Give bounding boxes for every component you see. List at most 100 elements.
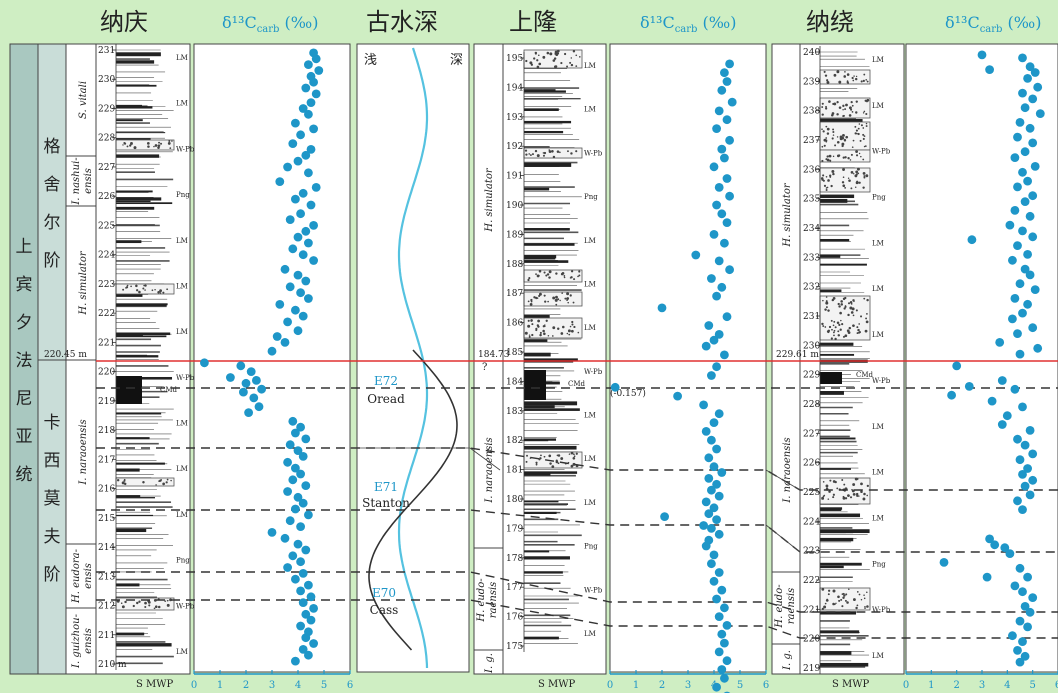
lithology-label: LM (872, 423, 884, 431)
series-char: 法 (16, 351, 33, 371)
event-e70-name: Cass (370, 603, 399, 617)
d13c-point (709, 462, 719, 472)
d13c-point (280, 338, 290, 347)
series-char: 统 (16, 465, 33, 485)
d13c-point (1025, 270, 1035, 280)
d13c-point (714, 647, 724, 657)
d13c-point (1028, 449, 1038, 459)
d13c-headers: δ¹³Ccarb (‰) δ¹³Ccarb (‰) δ¹³Ccarb (‰) (222, 13, 1042, 35)
depth-tick-label: 211 (98, 631, 115, 641)
event-e71-code: E71 (374, 480, 398, 494)
d13c-point (283, 457, 292, 467)
d13c-point (1023, 464, 1032, 473)
depth-tick-label: 215 (98, 514, 115, 524)
d13c-point (1013, 329, 1022, 338)
d13c-point (1015, 657, 1025, 667)
x-tick-label: 5 (321, 680, 327, 691)
lithology-label: LM (176, 237, 188, 245)
d13c-point (709, 576, 719, 586)
d13c-point (704, 474, 714, 483)
d13c-point (1013, 241, 1022, 251)
corr-line-1 (96, 447, 1058, 491)
stage-upper-char: 格 (44, 137, 61, 157)
depth-tick-label: 219 (803, 664, 820, 674)
d13c-point (280, 533, 290, 543)
d13c-point (699, 521, 708, 530)
d13c-point (296, 209, 305, 219)
d13c-point (1020, 651, 1030, 661)
d13c-point (306, 200, 316, 210)
stage-upper-char: 尔 (44, 213, 61, 233)
d13c-point (1015, 563, 1025, 573)
d13c-point (1013, 132, 1022, 142)
d13c-point (304, 109, 313, 119)
d13c-point (301, 150, 311, 160)
naqing-x-axis: 0 1 2 3 4 5 6 (191, 670, 353, 691)
d13c-point (709, 335, 719, 345)
x-tick-label: 3 (979, 680, 985, 691)
lithology-label: LM (176, 511, 188, 519)
x-tick-label: 6 (347, 680, 353, 691)
d13c-point (288, 551, 298, 561)
d13c-point (1010, 153, 1020, 163)
d13c-point (272, 332, 282, 341)
d13c-point (701, 341, 711, 351)
d13c-point (720, 153, 729, 163)
d13c-point (1015, 279, 1025, 289)
shanglong-boundary-q: ? (482, 362, 487, 373)
depth-tick-label: 185 (506, 348, 523, 358)
d13c-point (1015, 118, 1025, 127)
shanglong-footer: S MWP (538, 679, 576, 690)
depth-tick-label: 222 (803, 576, 820, 586)
d13c-point (1028, 138, 1038, 148)
naorao-zones: H. simulator I. naraoensis H. eudo- raen… (772, 44, 801, 674)
naorao-d13c-points (939, 50, 1045, 667)
x-tick-label: 6 (1055, 680, 1058, 691)
lithology-label: Png (872, 194, 886, 202)
depth-tick-label: 187 (506, 289, 523, 299)
depth-tick-label: 235 (803, 195, 820, 205)
zone-i-naraoensis: I. naraoensis (78, 419, 89, 485)
lithology-label: LM (176, 282, 188, 290)
d13c-point (304, 510, 313, 520)
d13c-point (699, 400, 708, 410)
d13c-point (691, 250, 701, 260)
d13c-point (298, 569, 308, 578)
x-tick-label: 1 (217, 680, 223, 691)
d13c-point (301, 545, 311, 555)
d13c-point (304, 650, 313, 660)
shanglong-depth-ticks: 195 194 193 192 191 190 189 188 187 186 185 184 183 1… (506, 52, 525, 652)
d13c-point (725, 135, 734, 145)
zone-h-simulator: H. simulator (78, 250, 89, 316)
d13c-point (709, 550, 719, 560)
d13c-point (293, 156, 303, 166)
depth-tick-label: 192 (506, 142, 523, 152)
header-naqing: 纳庆 (100, 8, 148, 36)
d13c-point (293, 232, 303, 242)
x-tick-label: 1 (633, 680, 639, 691)
depth-tick-label: 216 (98, 485, 115, 495)
depth-tick-label: 233 (803, 253, 820, 263)
d13c-point (701, 497, 711, 507)
d13c-point (1002, 411, 1012, 421)
d13c-point (657, 303, 667, 313)
d13c-point (275, 177, 285, 187)
naorao-x-axis: 0 1 2 3 4 5 6 (903, 670, 1058, 691)
naqing-lithology-column: LM LM W-Pb Png LM LM LM W-Pb LM LM LM Png W-Pb LM CMd (115, 49, 195, 665)
d13c-point (301, 226, 311, 236)
d13c-point (309, 639, 318, 648)
d13c-point (725, 59, 734, 69)
d13c-point (714, 256, 724, 266)
header-naorao: 纳绕 (806, 8, 854, 36)
lithology-label: LM (872, 285, 884, 293)
d13c-point (301, 83, 311, 93)
d13c-point (709, 503, 719, 513)
d13c-point (246, 367, 256, 376)
event-e72-name: Oread (367, 392, 405, 406)
paleo-shallow-label: 浅 (364, 53, 377, 68)
d13c-point (1020, 440, 1030, 450)
d13c-point (291, 118, 300, 128)
d13c-point (701, 427, 711, 436)
depth-tick-label: 227 (803, 429, 820, 439)
d13c-point (301, 434, 311, 444)
